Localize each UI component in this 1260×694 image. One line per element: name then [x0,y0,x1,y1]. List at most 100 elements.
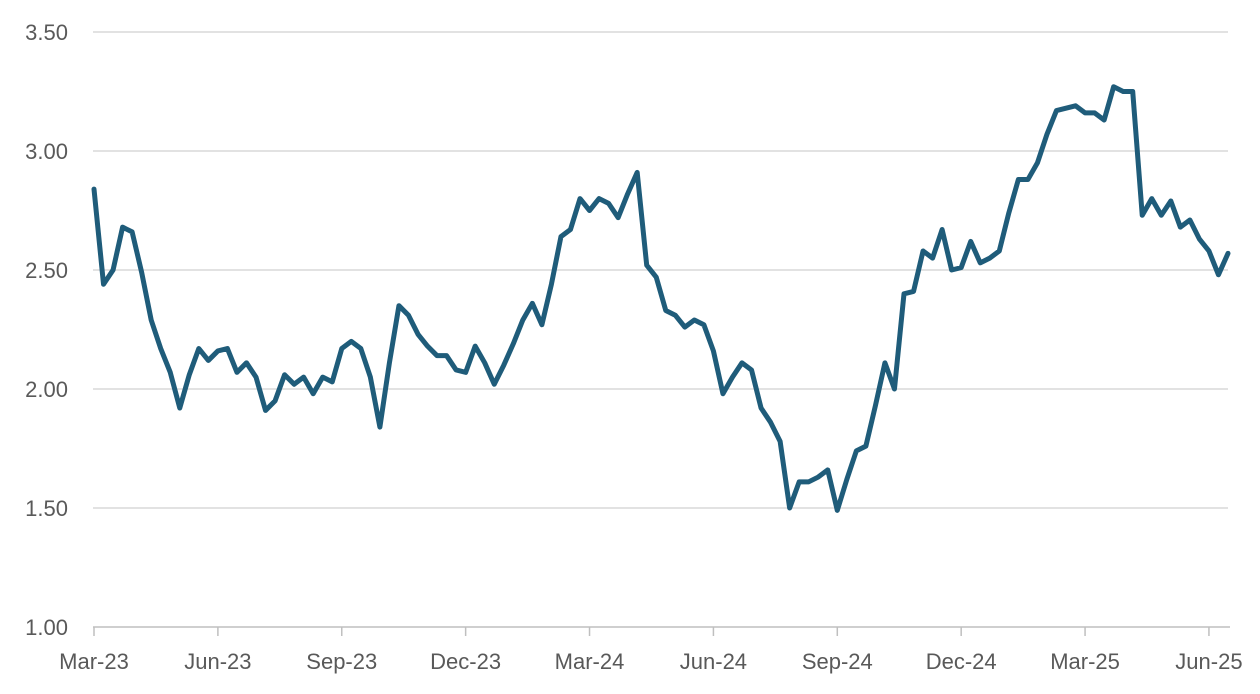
data-point [673,313,678,318]
x-tick-label: Sep-23 [306,649,377,674]
data-point [1130,89,1135,94]
data-point [1054,108,1059,113]
data-point [111,268,116,273]
data-point [101,282,106,287]
data-point [149,317,154,322]
data-point [1168,198,1173,203]
y-tick-label: 2.00 [25,377,68,402]
data-point [825,467,830,472]
data-point [168,370,173,375]
data-point [1016,177,1021,182]
data-point [444,353,449,358]
data-point [1102,118,1107,123]
data-point [387,360,392,365]
series-line [91,84,1231,513]
data-point [768,420,773,425]
data-point [330,379,335,384]
data-point [902,291,907,296]
y-tick-label: 3.00 [25,139,68,164]
data-point [492,382,497,387]
data-point [406,313,411,318]
data-point [1035,160,1040,165]
data-point [1092,110,1097,115]
data-point [282,372,287,377]
data-point [396,303,401,308]
data-point [1083,110,1088,115]
data-point [254,375,259,380]
data-point [949,268,954,273]
data-point [987,256,992,261]
data-point [368,375,373,380]
data-point [225,346,230,351]
data-point [130,229,135,234]
data-point [940,227,945,232]
data-point [844,477,849,482]
data-point [587,208,592,213]
data-point [882,360,887,365]
data-point [1064,106,1069,111]
data-point [215,348,220,353]
x-tick-label: Jun-23 [184,649,251,674]
data-point [835,508,840,513]
data-point [1111,84,1116,89]
y-tick-label: 2.50 [25,258,68,283]
y-tick-label: 3.50 [25,20,68,45]
data-point [273,398,278,403]
data-point [425,344,430,349]
data-point [435,353,440,358]
data-point [959,265,964,270]
data-point [539,322,544,327]
data-point [921,248,926,253]
data-point [911,289,916,294]
data-point [377,425,382,430]
series-layer [91,84,1231,513]
data-point [863,444,868,449]
x-axis: Mar-23 Jun-23 Sep-23 Dec-23 Mar-24 Jun-24 Sep-… [59,626,1243,674]
data-point [177,406,182,411]
data-point [530,301,535,306]
data-point [196,346,201,351]
data-point [482,360,487,365]
y-tick-label: 1.00 [25,615,68,640]
data-point [244,360,249,365]
data-point [625,191,630,196]
gridlines [93,31,1228,509]
data-point [1178,225,1183,230]
data-point [92,187,97,192]
data-point [606,201,611,206]
data-point [511,341,516,346]
data-point [816,475,821,480]
data-point [339,346,344,351]
data-point [463,370,468,375]
data-point [597,196,602,201]
data-point [139,270,144,275]
data-point [740,360,745,365]
data-point [1073,103,1078,108]
x-tick-label: Mar-25 [1050,649,1120,674]
data-point [616,215,621,220]
y-tick-label: 1.50 [25,496,68,521]
data-point [1121,89,1126,94]
data-point [292,382,297,387]
data-point [454,367,459,372]
data-point [968,239,973,244]
data-point [158,346,163,351]
data-point [187,372,192,377]
data-point [1149,196,1154,201]
data-point [520,317,525,322]
data-point [892,387,897,392]
data-point [1025,177,1030,182]
data-point [320,375,325,380]
x-tick-label: Dec-24 [926,649,997,674]
data-point [701,322,706,327]
data-point [1044,132,1049,137]
data-point [1206,248,1211,253]
data-point [1006,210,1011,215]
data-point [654,275,659,280]
data-point [720,391,725,396]
data-point [416,332,421,337]
data-point [120,225,125,230]
data-point [749,367,754,372]
